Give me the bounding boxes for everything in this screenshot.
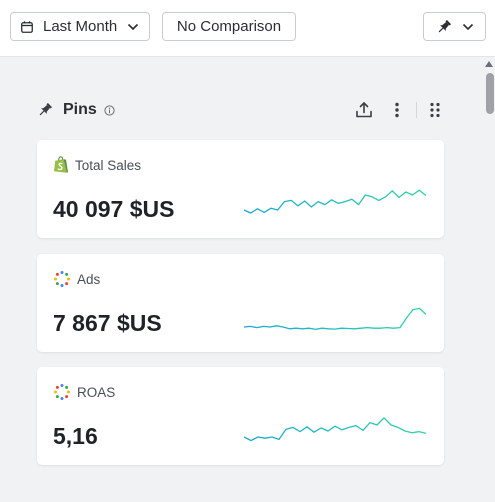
drag-handle-icon xyxy=(430,102,440,118)
export-button[interactable] xyxy=(354,98,374,122)
more-vertical-icon xyxy=(395,102,399,118)
sparkline-chart xyxy=(244,189,426,214)
metric-value: 40 097 $US xyxy=(53,196,175,222)
info-icon[interactable] xyxy=(104,104,115,116)
icon-dot xyxy=(60,397,64,400)
upload-icon xyxy=(356,102,372,118)
icon-dot xyxy=(55,385,59,389)
icon-dot xyxy=(60,284,64,287)
icon-dot xyxy=(54,277,57,281)
metric-value: 5,16 xyxy=(53,423,98,449)
metric-label: ROAS xyxy=(53,383,115,401)
drag-handle[interactable] xyxy=(429,98,441,122)
icon-dot xyxy=(55,272,59,276)
divider xyxy=(416,102,417,118)
more-options-button[interactable] xyxy=(392,98,402,122)
pin-icon xyxy=(39,103,52,116)
pin-icon xyxy=(438,19,451,32)
icon-dot xyxy=(65,395,69,399)
top-toolbar: Last Month No Comparison xyxy=(0,0,495,57)
comparison-label: No Comparison xyxy=(176,18,282,35)
scrollbar-thumb[interactable] xyxy=(486,73,494,114)
icon-dot xyxy=(60,271,64,274)
metric-label: Total Sales xyxy=(53,156,141,174)
sparkline-series-line xyxy=(244,307,426,331)
calendar-icon xyxy=(21,20,33,33)
scroll-up-arrow-icon[interactable] xyxy=(485,61,493,67)
sparkline-chart xyxy=(244,307,426,331)
comparison-button[interactable]: No Comparison xyxy=(162,12,296,41)
icon-dot xyxy=(54,390,57,394)
vertical-scrollbar[interactable] xyxy=(483,58,495,502)
metric-label-text: Ads xyxy=(77,271,101,287)
metric-card-total-sales[interactable]: Total Sales 40 097 $US xyxy=(37,140,444,238)
icon-dot xyxy=(65,272,69,276)
icon-dot xyxy=(55,282,59,286)
section-title: Pins xyxy=(63,101,97,118)
icon-dot xyxy=(65,282,69,286)
metric-label-text: ROAS xyxy=(77,384,116,400)
date-range-dropdown[interactable]: Last Month xyxy=(10,12,150,41)
metric-label-text: Total Sales xyxy=(75,157,142,173)
metric-card-roas[interactable]: ROAS 5,16 xyxy=(37,367,444,465)
metric-card-ads[interactable]: Ads 7 867 $US xyxy=(37,254,444,352)
chevron-down-icon xyxy=(462,23,474,31)
chevron-down-icon xyxy=(127,23,139,31)
icon-dot xyxy=(55,395,59,399)
section-actions xyxy=(354,98,445,122)
google-ads-icon xyxy=(54,384,70,400)
pin-menu-button[interactable] xyxy=(423,12,486,41)
google-ads-icon xyxy=(54,271,70,287)
icon-dot xyxy=(67,277,70,281)
icon-dot xyxy=(60,384,64,387)
sparkline-series-line xyxy=(244,417,426,442)
shopify-icon xyxy=(54,156,68,173)
sparkline-chart xyxy=(244,417,426,442)
date-range-label: Last Month xyxy=(43,18,118,35)
pins-section-header: Pins xyxy=(37,98,445,122)
icon-dot xyxy=(67,390,70,394)
sparkline-series-line xyxy=(244,189,426,214)
metric-label: Ads xyxy=(53,270,100,288)
metric-value: 7 867 $US xyxy=(53,310,162,336)
icon-dot xyxy=(65,385,69,389)
